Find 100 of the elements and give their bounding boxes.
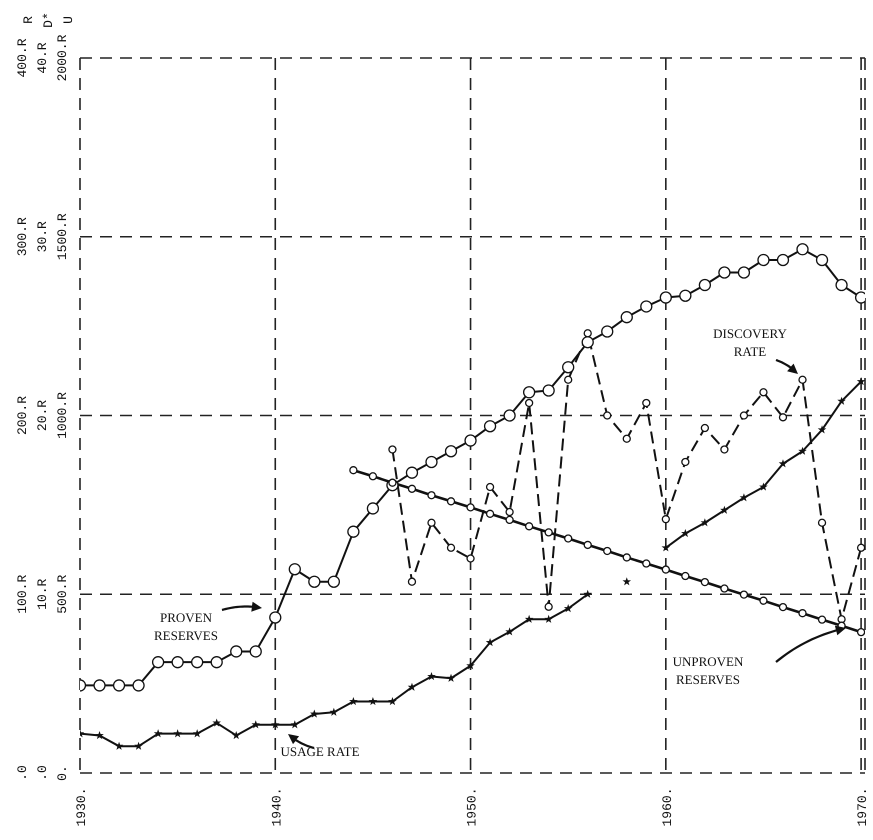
point	[444, 445, 458, 458]
point	[700, 578, 710, 586]
point	[310, 710, 319, 718]
y3-tick-label: .0	[15, 765, 30, 781]
point	[759, 388, 768, 396]
point	[601, 325, 614, 338]
point	[210, 656, 223, 668]
point	[503, 409, 516, 422]
point	[270, 720, 280, 728]
point	[290, 720, 300, 728]
point	[798, 609, 807, 618]
point	[818, 518, 826, 527]
point	[583, 590, 592, 598]
point	[408, 682, 416, 691]
point	[406, 466, 418, 479]
point	[642, 398, 650, 408]
point	[232, 730, 240, 740]
point	[544, 614, 553, 623]
point	[152, 656, 164, 668]
point	[740, 493, 748, 502]
point	[427, 672, 436, 680]
point	[700, 424, 710, 432]
point	[486, 482, 494, 492]
point	[740, 590, 748, 599]
y3-tick-label: 300.R	[15, 217, 30, 256]
point	[584, 540, 592, 550]
point	[603, 411, 612, 420]
point	[640, 300, 652, 313]
point	[505, 627, 514, 636]
y2-tick-label: 10.R	[35, 578, 50, 610]
y2-tick-label: 40.R	[35, 42, 50, 74]
point	[759, 482, 768, 491]
point	[544, 602, 553, 611]
point	[212, 718, 221, 727]
point	[349, 466, 358, 474]
point	[425, 456, 438, 468]
point	[542, 384, 555, 397]
annotation: USAGE RATE	[280, 744, 360, 759]
point	[757, 254, 770, 266]
point	[662, 543, 670, 552]
point	[622, 577, 632, 586]
point	[288, 563, 301, 576]
point	[681, 528, 690, 538]
point	[584, 329, 592, 338]
point	[269, 611, 282, 624]
point	[681, 572, 690, 580]
point	[427, 518, 436, 527]
point	[796, 243, 809, 256]
point	[95, 730, 104, 740]
point	[778, 602, 788, 612]
point	[564, 376, 572, 384]
y-axis-title: U	[61, 16, 76, 24]
point	[564, 534, 572, 543]
point	[582, 336, 594, 348]
point	[446, 544, 456, 552]
y-tick-label: 1500.R	[55, 213, 70, 260]
point	[132, 679, 145, 692]
y2-tick-label: 20.R	[35, 400, 50, 432]
point	[408, 484, 416, 493]
point	[544, 528, 553, 537]
point	[349, 697, 358, 706]
point	[484, 420, 496, 432]
point	[328, 576, 340, 588]
point	[154, 729, 162, 738]
point	[466, 661, 475, 670]
point	[524, 522, 534, 530]
point	[835, 278, 848, 292]
point	[368, 697, 378, 706]
point	[427, 491, 436, 500]
point	[524, 398, 534, 408]
point	[388, 697, 397, 706]
point	[522, 386, 536, 398]
point	[720, 506, 729, 514]
point	[798, 376, 807, 384]
point	[366, 502, 380, 515]
point	[679, 290, 692, 302]
point	[388, 445, 397, 454]
point	[622, 434, 631, 443]
y3-tick-label: 100.R	[15, 574, 30, 614]
point	[662, 515, 670, 524]
point	[505, 516, 514, 524]
point	[112, 679, 126, 692]
point	[466, 503, 475, 512]
point	[798, 446, 807, 455]
point	[837, 396, 846, 405]
point	[622, 553, 631, 562]
y2-axis-title: D*	[41, 12, 56, 28]
point	[466, 554, 475, 563]
point	[191, 656, 204, 668]
point	[330, 708, 338, 716]
y2-tick-label: 30.R	[35, 220, 50, 252]
point	[660, 291, 672, 304]
point	[230, 645, 242, 658]
y2-tick-label: .0	[35, 765, 50, 781]
point	[446, 497, 456, 506]
point	[564, 604, 572, 612]
point	[114, 742, 124, 750]
point	[192, 729, 202, 738]
point	[603, 546, 612, 556]
x-tick-label: 1940.	[269, 787, 284, 827]
